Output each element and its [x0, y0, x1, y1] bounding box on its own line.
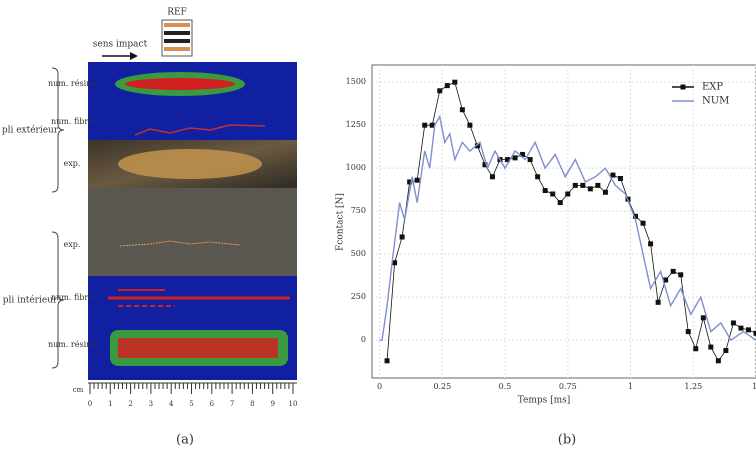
- data-point: [716, 358, 721, 363]
- y-tick-label: 750: [351, 206, 366, 215]
- data-point: [573, 183, 578, 188]
- data-point: [693, 346, 698, 351]
- row-label: num. résine: [48, 340, 96, 349]
- damage-map: [125, 78, 235, 90]
- damage-map: [118, 338, 278, 358]
- data-point: [385, 358, 390, 363]
- ruler-label: 7: [230, 400, 234, 408]
- ruler-label: 4: [169, 400, 174, 408]
- ruler-label: 6: [210, 400, 215, 408]
- y-axis-label: Fcontact [N]: [336, 193, 346, 251]
- ref-label: REF: [167, 8, 187, 18]
- data-point: [648, 241, 653, 246]
- legend-label: EXP: [702, 82, 723, 93]
- data-point: [415, 178, 420, 183]
- data-point: [550, 191, 555, 196]
- plot-frame: [372, 65, 756, 378]
- data-point: [678, 272, 683, 277]
- data-point: [580, 183, 585, 188]
- data-point: [746, 327, 751, 332]
- x-tick-label: 0.25: [433, 382, 451, 391]
- x-tick-label: 0.75: [559, 382, 577, 391]
- data-point: [738, 326, 743, 331]
- row-label: exp.: [64, 240, 81, 249]
- ruler-label: 1: [108, 400, 112, 408]
- panel-b: 0 250 500 750 1000 1250 1500 0 0.25 0.5 0.75 1 1.25 1…: [336, 65, 756, 406]
- data-point: [460, 107, 465, 112]
- data-point: [400, 234, 405, 239]
- ruler-label: 8: [250, 400, 254, 408]
- data-point: [731, 320, 736, 325]
- y-tick-label: 0: [361, 335, 366, 344]
- data-point: [437, 88, 442, 93]
- ref-layer: [164, 31, 190, 35]
- ref-layer: [164, 23, 190, 27]
- data-point: [528, 157, 533, 162]
- row-label: num. fibre: [51, 117, 93, 126]
- ref-layer: [164, 47, 190, 51]
- data-point: [686, 329, 691, 334]
- arrow-head: [130, 52, 138, 60]
- data-point: [701, 315, 706, 320]
- legend-marker: [681, 85, 686, 90]
- data-point: [558, 200, 563, 205]
- ruler-label: 0: [88, 400, 92, 408]
- ruler-label: 10: [289, 400, 298, 408]
- y-tick-label: 500: [351, 249, 366, 258]
- photo: [88, 188, 297, 276]
- ruler-label: 2: [128, 400, 132, 408]
- data-point: [543, 188, 548, 193]
- data-point: [656, 300, 661, 305]
- ruler-label: 5: [189, 400, 193, 408]
- data-point: [588, 186, 593, 191]
- caption: (a): [176, 433, 194, 448]
- x-tick-label: 0.5: [499, 382, 512, 391]
- photo-damage: [118, 149, 262, 179]
- row-label: exp.: [64, 159, 81, 168]
- y-tick-label: 1000: [346, 163, 366, 172]
- x-tick-label: 1: [628, 382, 633, 391]
- x-axis-label: Temps [ms]: [518, 396, 571, 406]
- data-point: [565, 191, 570, 196]
- data-point: [671, 269, 676, 274]
- data-point: [445, 83, 450, 88]
- data-point: [535, 174, 540, 179]
- ruler-unit: cm: [73, 386, 84, 394]
- row-label: num. fibre: [51, 293, 93, 302]
- row-label: num. résine: [48, 79, 96, 88]
- ruler-label: 3: [149, 400, 153, 408]
- data-point: [595, 183, 600, 188]
- data-point: [603, 190, 608, 195]
- data-point: [723, 348, 728, 353]
- legend-label: NUM: [702, 96, 729, 107]
- y-tick-label: 1250: [346, 120, 366, 129]
- group-label: pli extérieur: [2, 125, 59, 136]
- x-tick-label: 1.: [752, 382, 756, 391]
- data-point: [452, 80, 457, 85]
- ref-layer: [164, 39, 190, 43]
- data-point: [467, 123, 472, 128]
- data-point: [513, 155, 518, 160]
- arrow-label: sens impact: [93, 40, 148, 50]
- x-tick-label: 0: [377, 382, 382, 391]
- data-point: [641, 221, 646, 226]
- data-point: [490, 174, 495, 179]
- panel-a: REF sens impact: [52, 8, 297, 384]
- y-tick-label: 250: [351, 292, 366, 301]
- y-tick-label: 1500: [346, 77, 366, 86]
- caption: (b): [558, 433, 576, 448]
- group-label: pli intérieur: [3, 295, 58, 306]
- data-point: [422, 123, 427, 128]
- ruler-label: 9: [270, 400, 274, 408]
- x-tick-label: 1.25: [684, 382, 702, 391]
- data-point: [618, 176, 623, 181]
- data-point: [708, 345, 713, 350]
